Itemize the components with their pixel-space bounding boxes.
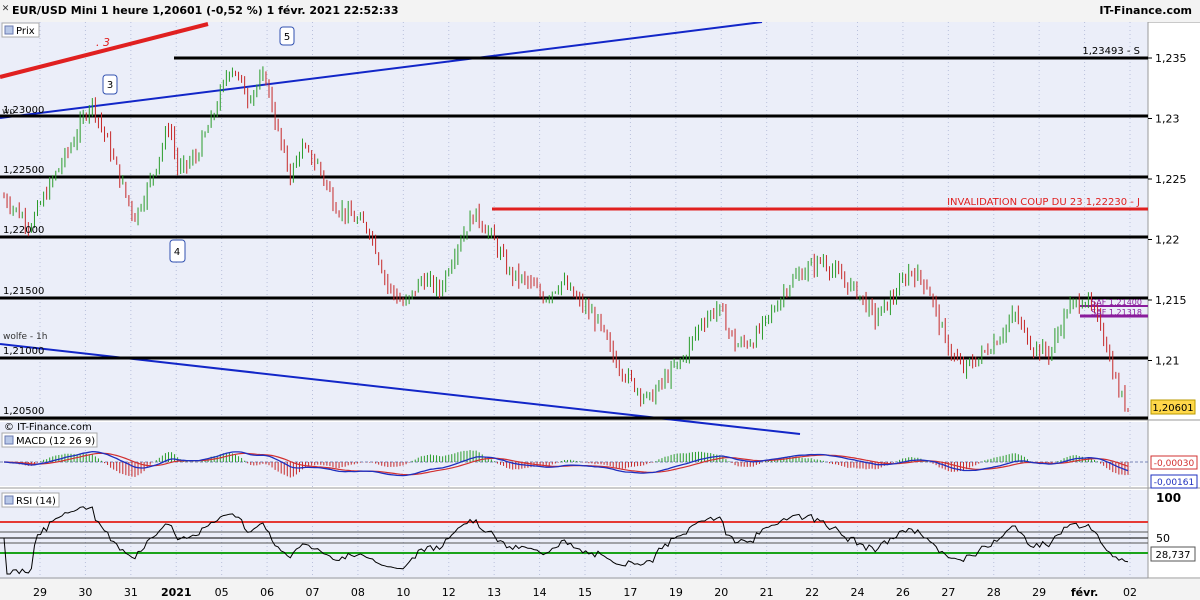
rsi-level-50: 50 <box>1156 532 1170 545</box>
svg-text:RSI (14): RSI (14) <box>16 496 56 507</box>
panel-label-price: Prix <box>1 22 40 38</box>
x-tick-label-18: 24 <box>851 586 865 599</box>
x-axis-bg <box>0 579 1200 600</box>
resistance-label: 1,23493 - S <box>1082 46 1140 57</box>
y-tick-label-3: 1,22 <box>1155 234 1180 247</box>
level-label-1-21000: 1,21000 <box>3 346 44 357</box>
macd-value-2: -0,00161 <box>1150 474 1198 489</box>
x-tick-label-3: 2021 <box>161 586 192 599</box>
x-tick-label-16: 21 <box>760 586 774 599</box>
x-tick-label-19: 26 <box>896 586 910 599</box>
rsi-panel-label: RSI (14) <box>1 492 60 508</box>
x-axis: 29 30 31 2021 05 06 07 08 10 12 13 14 15 17 19 20 21 22 24… <box>33 586 1137 599</box>
x-tick-label-24: 02 <box>1123 586 1137 599</box>
macd-value-1: -0,00030 <box>1150 455 1198 470</box>
rsi-line <box>3 506 1129 575</box>
invalidation-label: INVALIDATION COUP DU 23 1,22230 - J <box>947 197 1140 208</box>
x-tick-label-9: 12 <box>442 586 456 599</box>
svg-text:4: 4 <box>174 247 180 258</box>
x-tick-label-21: 28 <box>987 586 1001 599</box>
x-tick-label-20: 27 <box>941 586 955 599</box>
svg-text:5: 5 <box>284 32 290 43</box>
last-price-value: 1,20601 <box>1152 403 1193 414</box>
y-tick-label-1: 1,23 <box>1155 113 1180 126</box>
price-label: Prix <box>16 26 35 37</box>
x-tick-label-13: 17 <box>623 586 637 599</box>
level-label-1-21500: 1,21500 <box>3 286 44 297</box>
wave-3-red-label: . 3 <box>96 36 110 49</box>
macd-histogram <box>6 450 1129 478</box>
wolfe-label: wolfe - 1h <box>3 332 47 342</box>
x-tick-label-8: 10 <box>396 586 410 599</box>
x-tick-label-4: 05 <box>215 586 229 599</box>
close-icon[interactable]: ✕ <box>1 4 10 14</box>
x-tick-label-22: 29 <box>1032 586 1046 599</box>
level-label-1-20500: 1,20500 <box>3 406 44 417</box>
price-y-axis: 1,235 1,23 1,225 1,22 1,215 1,21 <box>1148 52 1187 368</box>
copyright-label: © IT-Finance.com <box>4 422 92 433</box>
x-tick-label-11: 14 <box>533 586 547 599</box>
y-tick-label-2: 1,225 <box>1155 173 1187 186</box>
chart-area[interactable]: Prix . 3 5 3 4 1,23493 - S INVALIDATION … <box>0 22 1200 600</box>
x-tick-label-2: 31 <box>124 586 138 599</box>
x-tick-label-17: 22 <box>805 586 819 599</box>
svg-text:MACD (12 26 9): MACD (12 26 9) <box>16 436 95 447</box>
last-price-tag: 1,20601 <box>1150 399 1196 415</box>
rsi-panel-bg <box>0 490 1148 580</box>
macd-panel-label: MACD (12 26 9) <box>1 432 98 448</box>
svg-text:-0,00030: -0,00030 <box>1154 459 1195 469</box>
x-tick-label-23: févr. <box>1071 586 1098 599</box>
svg-text:-0,00161: -0,00161 <box>1154 478 1194 488</box>
y-tick-label-4: 1,215 <box>1155 294 1187 307</box>
x-tick-label-5: 06 <box>260 586 274 599</box>
brand-name: IT-Finance.com <box>1099 4 1192 17</box>
saf-label-2: SAF 1,21318 <box>1091 308 1142 317</box>
svg-text:3: 3 <box>107 80 113 91</box>
level-label-1-22500: 1,22500 <box>3 165 44 176</box>
rsi-value-tag: 28,737 <box>1150 546 1196 562</box>
wave-5-marker: 5 <box>279 26 295 46</box>
rsi-level-100: 100 <box>1156 491 1181 505</box>
x-tick-label-10: 13 <box>487 586 501 599</box>
x-tick-label-1: 30 <box>78 586 92 599</box>
chart-title: EUR/USD Mini 1 heure 1,20601 (-0,52 %) 1… <box>12 4 399 17</box>
wave-4-marker: 4 <box>169 239 186 263</box>
x-tick-label-6: 07 <box>306 586 320 599</box>
y-tick-label-5: 1,21 <box>1155 355 1180 368</box>
x-tick-label-0: 29 <box>33 586 47 599</box>
x-tick-label-15: 20 <box>714 586 728 599</box>
wo-label: wo <box>2 107 15 117</box>
saf-label-1: SAF 1,21400 <box>1091 298 1142 307</box>
red-trendline <box>0 22 209 79</box>
level-label-1-22000: 1,22000 <box>3 225 44 236</box>
x-tick-label-14: 19 <box>669 586 683 599</box>
chart-header: ✕ EUR/USD Mini 1 heure 1,20601 (-0,52 %)… <box>0 0 1200 23</box>
candlestick-series <box>3 66 1129 413</box>
svg-text:28,737: 28,737 <box>1156 550 1191 561</box>
y-tick-label-0: 1,235 <box>1155 52 1187 65</box>
upper-blue-trendline <box>0 22 763 119</box>
price-panel-bg <box>0 22 1148 419</box>
x-tick-label-7: 08 <box>351 586 365 599</box>
wave-3-marker: 3 <box>102 74 118 95</box>
level-label-1-23000: 1,23000 <box>3 105 44 116</box>
x-tick-label-12: 15 <box>578 586 592 599</box>
macd-panel-bg <box>0 422 1148 486</box>
macd-line <box>3 450 1129 477</box>
